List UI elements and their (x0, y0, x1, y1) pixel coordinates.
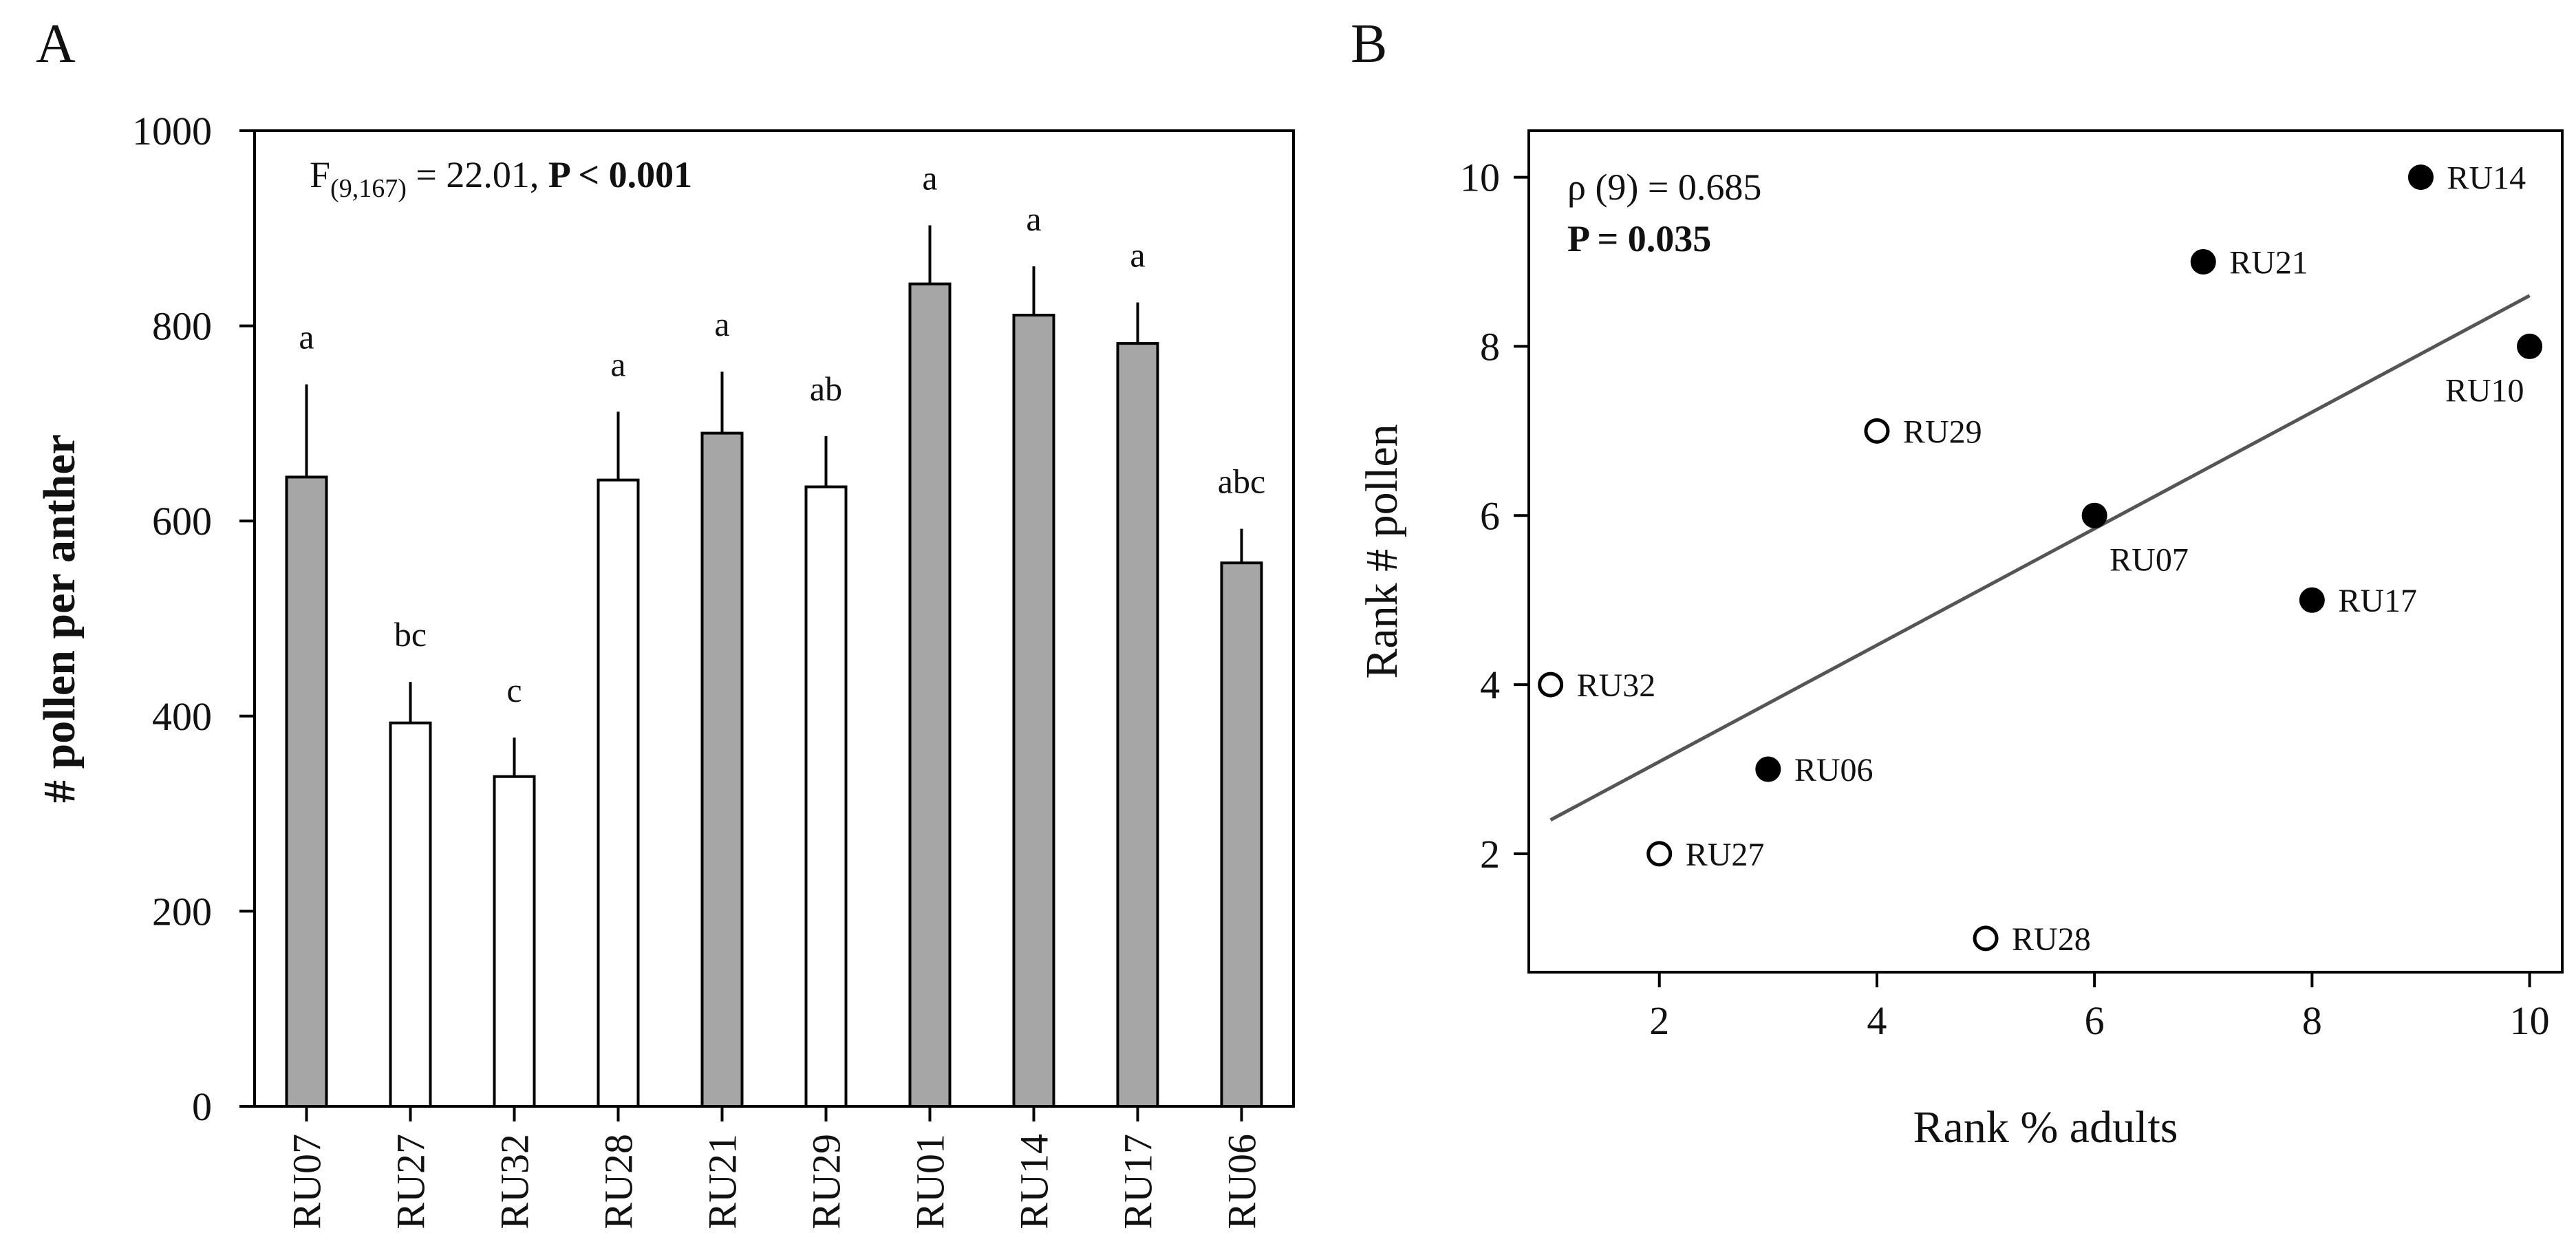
y-tick-label: 8 (1480, 324, 1500, 369)
regression-line (1549, 294, 2531, 821)
significance-letter-RU14: a (1026, 200, 1041, 238)
x-tick-label-RU27: RU27 (389, 1134, 433, 1229)
point-label-RU10: RU10 (2445, 372, 2524, 409)
x-tick-label-RU07: RU07 (285, 1134, 330, 1229)
x-tick-label-RU21: RU21 (700, 1134, 745, 1229)
x-tick-label: 10 (2510, 998, 2550, 1043)
panel-a-bar-chart: 0 200 400 600 800 1000 # pollen per anther a RU0… (34, 109, 1295, 1229)
x-axis-title: Rank % adults (1913, 1102, 2178, 1152)
x-tick-label-RU29: RU29 (804, 1134, 849, 1229)
x-tick-label-RU01: RU01 (908, 1134, 953, 1229)
point-RU14 (2407, 164, 2434, 191)
point-label-RU29: RU29 (1903, 413, 1982, 450)
bar-RU32 (493, 775, 536, 1108)
significance-letter-RU28: a (610, 345, 625, 383)
point-label-RU17: RU17 (2338, 583, 2417, 619)
point-label-RU21: RU21 (2229, 245, 2308, 281)
x-tick-label: 4 (1867, 998, 1887, 1043)
x-tick-label-RU17: RU17 (1116, 1134, 1161, 1229)
y-axis-title: Rank # pollen (1357, 424, 1407, 678)
significance-letter-RU17: a (1130, 236, 1145, 275)
significance-letter-RU32: c (506, 671, 522, 709)
bar-RU14 (1012, 314, 1055, 1108)
y-tick-label: 800 (152, 304, 212, 349)
x-tick-label: 8 (2302, 998, 2322, 1043)
x-tick-label-RU32: RU32 (493, 1134, 537, 1229)
x-tick-label-RU14: RU14 (1012, 1134, 1057, 1229)
y-tick-label: 0 (192, 1084, 212, 1129)
y-tick-label: 1000 (132, 109, 212, 153)
panel-b-scatter-plot: 2 4 6 8 10 2 4 6 8 10 Rank % adults Rank # pollen RU… (1357, 129, 2564, 1152)
bar-RU17 (1116, 342, 1159, 1108)
bar-RU21 (700, 431, 744, 1108)
significance-letter-RU27: bc (394, 615, 427, 654)
plot-frame (253, 129, 1295, 1108)
x-tick-label: 6 (2085, 998, 2105, 1043)
point-label-RU06: RU06 (1794, 752, 1874, 788)
x-tick-label-RU06: RU06 (1220, 1134, 1265, 1229)
p-value: P = 0.035 (1567, 218, 1711, 259)
y-tick-label: 200 (152, 889, 212, 934)
panel-b-label: B (1351, 14, 1387, 74)
bar-RU07 (285, 475, 328, 1108)
point-RU32 (1538, 672, 1564, 698)
significance-letter-RU06: abc (1218, 462, 1265, 501)
significance-letter-RU29: ab (810, 369, 842, 408)
bar-RU01 (908, 282, 952, 1108)
plot-frame (1527, 129, 2564, 974)
significance-letter-RU21: a (714, 305, 729, 343)
point-RU07 (2081, 502, 2107, 528)
y-tick-label: 4 (1480, 663, 1500, 707)
x-tick-label-RU28: RU28 (597, 1134, 641, 1229)
bar-RU28 (597, 478, 640, 1108)
point-RU10 (2517, 333, 2543, 359)
point-RU28 (1973, 925, 1999, 952)
y-tick-label: 6 (1480, 493, 1500, 538)
y-tick-label: 400 (152, 694, 212, 739)
point-RU21 (2190, 249, 2216, 275)
significance-letter-RU01: a (922, 159, 937, 197)
point-RU29 (1864, 418, 1890, 444)
point-RU17 (2299, 587, 2325, 613)
panel-a-label: A (36, 14, 76, 74)
point-RU06 (1755, 756, 1781, 782)
bar-RU27 (389, 721, 432, 1108)
y-tick-label: 10 (1460, 155, 1500, 200)
y-axis-title: # pollen per anther (34, 434, 85, 803)
point-label-RU32: RU32 (1577, 667, 1656, 704)
rho-statistic: ρ (9) = 0.685 (1567, 167, 1761, 208)
y-tick-label: 2 (1480, 832, 1500, 877)
significance-letter-RU07: a (299, 318, 314, 356)
f-statistic: F(9,167) = 22.01, P < 0.001 (310, 154, 692, 203)
bar-RU06 (1220, 561, 1263, 1108)
bar-RU29 (804, 485, 848, 1108)
point-label-RU07: RU07 (2110, 541, 2189, 578)
x-tick-label: 2 (1649, 998, 1669, 1043)
point-label-RU27: RU27 (1686, 837, 1765, 873)
point-label-RU28: RU28 (2012, 921, 2091, 958)
point-label-RU14: RU14 (2447, 160, 2526, 197)
point-RU27 (1646, 841, 1673, 867)
y-tick-label: 600 (152, 499, 212, 544)
